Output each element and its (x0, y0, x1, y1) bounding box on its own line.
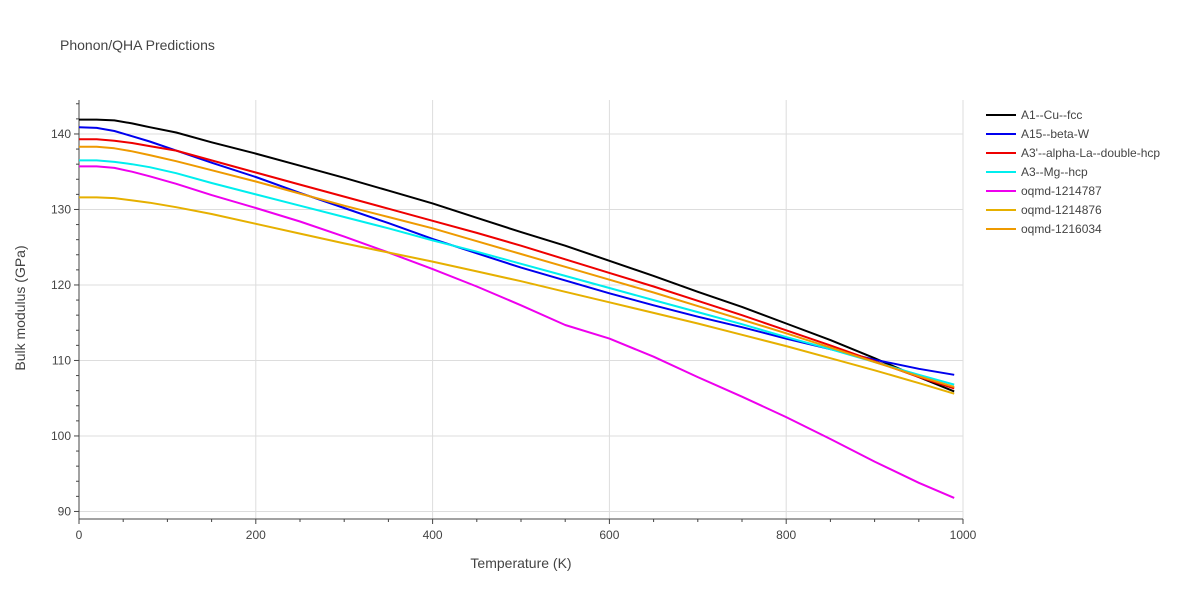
legend[interactable]: A1--Cu--fcc A15--beta-W A3'--alpha-La--dou… (986, 108, 1160, 236)
legend-item[interactable]: oqmd-1214876 (986, 203, 1102, 217)
legend-item[interactable]: A15--beta-W (986, 127, 1090, 141)
x-tick-label: 0 (76, 528, 83, 542)
series-line-3 (79, 138, 955, 390)
legend-label: A3--Mg--hcp (1021, 165, 1088, 179)
series-line-1 (79, 118, 955, 393)
x-ticks: 0 200 400 600 800 1000 (76, 519, 977, 542)
legend-item[interactable]: A3--Mg--hcp (986, 165, 1088, 179)
series-line-7 (79, 145, 955, 388)
x-tick-label: 400 (423, 528, 443, 542)
legend-item[interactable]: A1--Cu--fcc (986, 108, 1082, 122)
legend-item[interactable]: A3'--alpha-La--double-hcp (986, 146, 1160, 160)
grid (79, 100, 964, 519)
x-axis-title: Temperature (K) (470, 555, 571, 571)
x-tick-label: 800 (776, 528, 796, 542)
x-tick-label: 1000 (950, 528, 977, 542)
legend-item[interactable]: oqmd-1214787 (986, 184, 1102, 198)
y-ticks: 90 100 110 120 130 140 (51, 103, 79, 518)
legend-label: A3'--alpha-La--double-hcp (1021, 146, 1160, 160)
legend-label: oqmd-1214787 (1021, 184, 1102, 198)
series-line-6 (79, 196, 955, 395)
legend-label: A1--Cu--fcc (1021, 108, 1082, 122)
chart-title: Phonon/QHA Predictions (60, 37, 215, 53)
legend-label: A15--beta-W (1021, 127, 1090, 141)
legend-label: oqmd-1216034 (1021, 222, 1102, 236)
y-tick-label: 90 (58, 504, 72, 518)
legend-item[interactable]: oqmd-1216034 (986, 222, 1102, 236)
y-tick-label: 120 (51, 278, 71, 292)
x-tick-label: 200 (246, 528, 266, 542)
series-line-4 (79, 159, 955, 386)
y-axis-title: Bulk modulus (GPa) (12, 245, 28, 370)
legend-label: oqmd-1214876 (1021, 203, 1102, 217)
y-tick-label: 100 (51, 429, 71, 443)
series-lines (78, 118, 955, 499)
series-line-5 (79, 165, 955, 499)
y-tick-label: 110 (52, 353, 71, 367)
x-tick-label: 600 (599, 528, 619, 542)
y-tick-label: 130 (51, 202, 71, 216)
y-tick-label: 140 (51, 127, 71, 141)
